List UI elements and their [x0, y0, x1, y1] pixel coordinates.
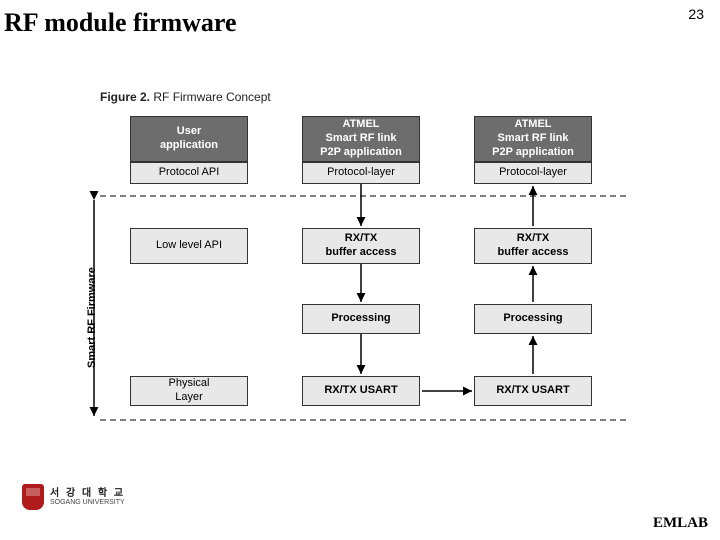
figure-caption: Figure 2. RF Firmware Concept: [100, 90, 271, 104]
box-rxtx-buffer-right: RX/TXbuffer access: [474, 228, 592, 264]
box-atmel-app-left: ATMELSmart RF linkP2P application: [302, 116, 420, 162]
box-rxtx-usart-right: RX/TX USART: [474, 376, 592, 406]
box-processing-right: Processing: [474, 304, 592, 334]
box-protocol-layer-right: Protocol-layer: [474, 162, 592, 184]
logo-korean: 서 강 대 학 교: [50, 488, 125, 499]
box-low-level-api: Low level API: [130, 228, 248, 264]
side-label-firmware: Smart RF Firmware: [86, 267, 98, 368]
box-protocol-layer-left: Protocol-layer: [302, 162, 420, 184]
box-atmel-app-right: ATMELSmart RF linkP2P application: [474, 116, 592, 162]
logo-english: SOGANG UNIVERSITY: [50, 499, 125, 507]
box-user-application: Userapplication: [130, 116, 248, 162]
logo-shield-icon: [22, 484, 44, 510]
firmware-diagram: Figure 2. RF Firmware Concept Userapplic…: [70, 90, 650, 460]
box-physical-layer: PhysicalLayer: [130, 376, 248, 406]
page-number: 23: [688, 6, 704, 22]
box-processing-left: Processing: [302, 304, 420, 334]
box-rxtx-buffer-left: RX/TXbuffer access: [302, 228, 420, 264]
box-protocol-api: Protocol API: [130, 162, 248, 184]
footer-lab: EMLAB: [653, 515, 708, 532]
figure-caption-bold: Figure 2.: [100, 90, 150, 104]
university-logo: 서 강 대 학 교 SOGANG UNIVERSITY: [22, 484, 125, 510]
slide-title: RF module firmware: [4, 8, 237, 38]
logo-text: 서 강 대 학 교 SOGANG UNIVERSITY: [50, 488, 125, 507]
figure-caption-text: RF Firmware Concept: [153, 90, 270, 104]
box-rxtx-usart-left: RX/TX USART: [302, 376, 420, 406]
